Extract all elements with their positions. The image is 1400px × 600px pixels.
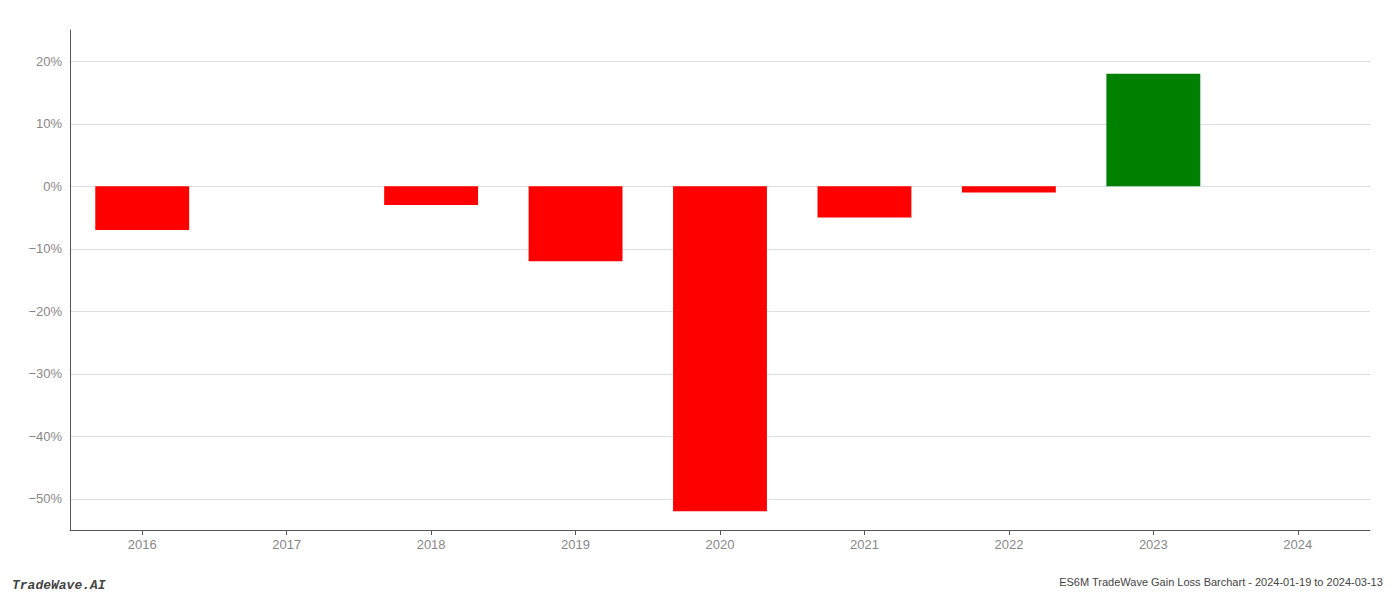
svg-text:2023: 2023 <box>1139 537 1168 552</box>
svg-text:2018: 2018 <box>417 537 446 552</box>
svg-text:20%: 20% <box>36 54 62 69</box>
svg-text:TradeWave.AI: TradeWave.AI <box>12 578 106 593</box>
svg-text:2020: 2020 <box>706 537 735 552</box>
svg-text:−30%: −30% <box>28 366 62 381</box>
svg-text:0%: 0% <box>43 179 62 194</box>
svg-text:2017: 2017 <box>272 537 301 552</box>
svg-text:2022: 2022 <box>994 537 1023 552</box>
svg-text:2021: 2021 <box>850 537 879 552</box>
svg-text:10%: 10% <box>36 116 62 131</box>
svg-text:2016: 2016 <box>128 537 157 552</box>
svg-text:−10%: −10% <box>28 241 62 256</box>
svg-text:2024: 2024 <box>1283 537 1312 552</box>
svg-text:−40%: −40% <box>28 429 62 444</box>
svg-text:ES6M TradeWave Gain Loss Barch: ES6M TradeWave Gain Loss Barchart - 2024… <box>1059 576 1383 588</box>
svg-text:−20%: −20% <box>28 304 62 319</box>
svg-text:2019: 2019 <box>561 537 590 552</box>
svg-text:−50%: −50% <box>28 491 62 506</box>
